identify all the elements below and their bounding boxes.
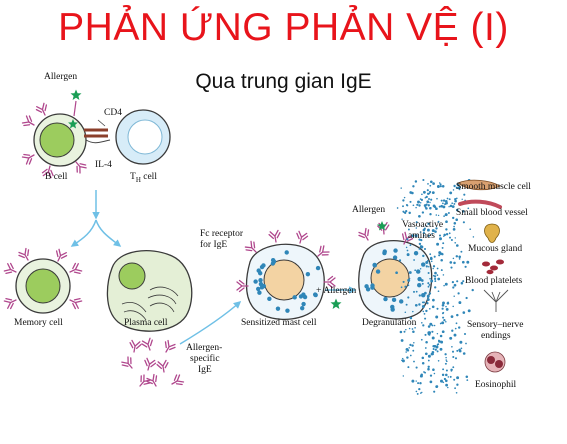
- blood-vessel-icon: [458, 199, 502, 209]
- memory-cell: [3, 247, 83, 314]
- smooth-muscle-label: Smooth muscle cell: [456, 182, 531, 192]
- il4-label: IL-4: [95, 160, 112, 170]
- allergen-specific-label-1: Allergen-: [186, 343, 223, 353]
- released-mediators: [395, 178, 475, 395]
- allergen-icon-exposure: [330, 298, 342, 309]
- mucous-gland-label: Mucous gland: [468, 244, 523, 254]
- eosinophil-icon: [484, 351, 506, 373]
- b-cell: [21, 102, 88, 179]
- th-cell-label: TH cell: [130, 172, 157, 184]
- sensitization-arrow: [179, 301, 242, 345]
- degranulating-mast-cell: [357, 221, 433, 320]
- mucous-gland-icon: [484, 223, 500, 243]
- plus-allergen-label: + Allergen: [316, 286, 357, 296]
- sensory-nerve-icon: [483, 289, 509, 312]
- b-cell-label: B cell: [45, 172, 68, 182]
- th-cell: [115, 109, 171, 165]
- eosinophil-label: Eosinophil: [475, 380, 517, 390]
- fc-receptor-label-1: Fc receptor: [200, 229, 243, 239]
- plasma-cell: [106, 250, 193, 332]
- cd4-label: CD4: [104, 108, 122, 118]
- free-ige-antibodies: [120, 337, 185, 391]
- sensitized-mast-cell: [236, 229, 336, 321]
- allergen-label-right: Allergen: [352, 205, 386, 215]
- allergen-specific-label-3: IgE: [198, 365, 212, 375]
- allergen-label-top: Allergen: [44, 72, 78, 82]
- allergen-icon: [68, 89, 82, 129]
- vasoactive-label-2: amines: [408, 231, 435, 241]
- blood-platelets-label: Blood platelets: [465, 276, 523, 286]
- differentiation-arrows: [70, 190, 122, 247]
- small-vessel-label: Small blood vessel: [456, 208, 528, 218]
- plasma-cell-label: Plasma cell: [124, 318, 168, 328]
- allergen-specific-label-2: specific: [190, 354, 220, 364]
- fc-receptor-label-2: for IgE: [200, 240, 228, 250]
- degranulation-label: Degranulation: [362, 318, 417, 328]
- slide-title: PHẢN ỨNG PHẢN VỆ (I): [58, 6, 509, 49]
- cd4-tcr-connection: [84, 119, 111, 144]
- platelets-icon: [482, 259, 504, 275]
- vasoactive-label-1: Vasoactive: [402, 220, 444, 230]
- slide-subtitle: Qua trung gian IgE: [195, 70, 372, 93]
- sensory-nerve-label-1: Sensory–nerve: [467, 320, 524, 330]
- sensitized-mast-cell-label: Sensitized mast cell: [241, 318, 317, 328]
- smooth-muscle-icon: [457, 179, 501, 191]
- memory-cell-label: Memory cell: [14, 318, 63, 328]
- sensory-nerve-label-2: endings: [481, 331, 511, 341]
